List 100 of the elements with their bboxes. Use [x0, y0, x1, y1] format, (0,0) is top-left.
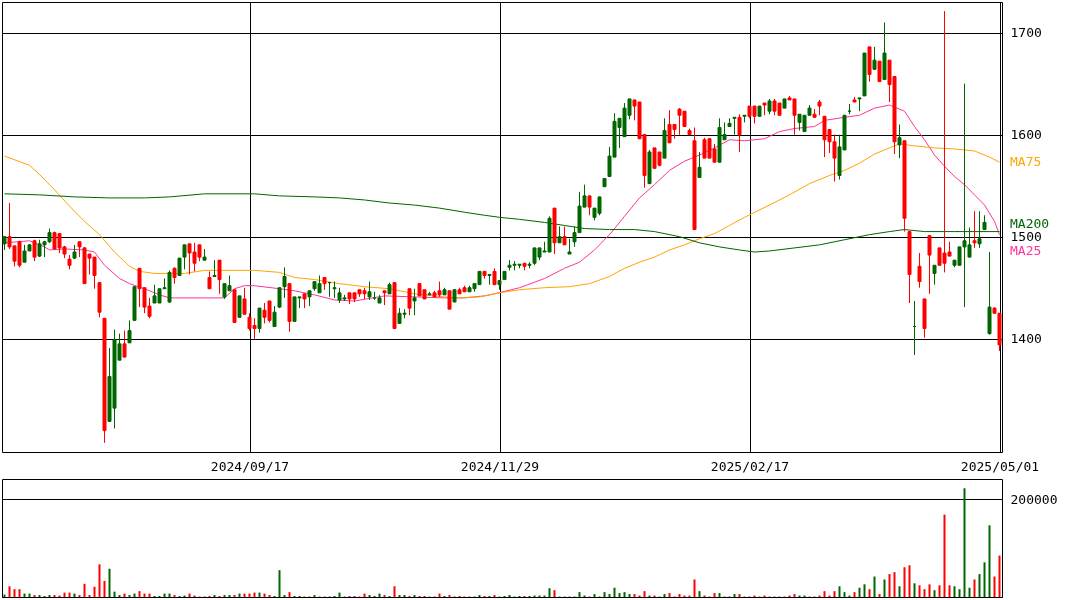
- candlestick: [407, 288, 412, 316]
- series-label: MA200: [1010, 215, 1050, 231]
- bar: [953, 586, 956, 597]
- y-tick-label: 200000: [1010, 491, 1058, 507]
- candlestick: [932, 264, 937, 286]
- candlestick: [587, 195, 592, 216]
- series-label: MA75: [1010, 154, 1042, 170]
- bar: [393, 586, 396, 597]
- bar: [138, 591, 141, 597]
- bar: [823, 591, 826, 597]
- bar: [918, 585, 921, 597]
- y-tick-label: 1400: [1010, 331, 1042, 347]
- bar: [698, 591, 701, 597]
- candlestick: [872, 46, 877, 70]
- bar: [858, 587, 861, 597]
- bar: [613, 587, 616, 597]
- bar: [988, 525, 991, 597]
- bar: [593, 594, 596, 597]
- bar: [8, 586, 11, 597]
- bar: [108, 568, 111, 597]
- bar: [993, 576, 996, 597]
- candlestick: [367, 281, 372, 301]
- bar: [553, 590, 556, 597]
- bar: [713, 593, 716, 597]
- bar: [938, 585, 941, 597]
- candlestick: [562, 225, 567, 246]
- bar: [913, 583, 916, 597]
- bar: [943, 514, 946, 597]
- bar: [928, 584, 931, 597]
- bar: [878, 594, 881, 597]
- y-tick-label: 1500: [1010, 229, 1042, 245]
- bar: [738, 594, 741, 597]
- x-tick-label: 2025/05/01: [960, 458, 1040, 474]
- bar: [998, 555, 1001, 597]
- bar: [13, 589, 16, 597]
- bar: [668, 593, 671, 597]
- bar: [893, 572, 896, 597]
- y-tick-label: 1700: [1010, 25, 1042, 41]
- candlestick: [242, 287, 247, 315]
- bar: [608, 594, 611, 597]
- candlestick: [737, 113, 742, 153]
- bar: [18, 589, 21, 597]
- candlestick: [212, 259, 217, 277]
- bar: [873, 576, 876, 597]
- x-tick-label: 2025/02/17: [710, 458, 790, 474]
- bar: [643, 591, 646, 597]
- bar: [623, 592, 626, 597]
- bar: [113, 591, 116, 597]
- bar: [908, 565, 911, 597]
- bar: [968, 587, 971, 597]
- bar: [868, 589, 871, 597]
- candlestick: [127, 319, 132, 344]
- bar: [633, 594, 636, 597]
- bar: [288, 592, 291, 597]
- bar: [578, 592, 581, 597]
- candlestick: [732, 116, 737, 136]
- bar: [83, 583, 86, 597]
- candlestick: [237, 295, 242, 318]
- bar: [733, 594, 736, 597]
- bar: [98, 564, 101, 597]
- bar: [963, 488, 966, 597]
- candlestick: [282, 266, 287, 299]
- bar: [853, 592, 856, 597]
- bar: [618, 593, 621, 597]
- bar: [718, 593, 721, 597]
- bar: [603, 592, 606, 597]
- bar: [793, 594, 796, 597]
- bar: [883, 579, 886, 597]
- candlestick: [972, 210, 977, 249]
- bar: [103, 580, 106, 597]
- bar: [933, 590, 936, 597]
- candlestick: [122, 330, 127, 358]
- bar: [903, 567, 906, 597]
- bar: [983, 562, 986, 597]
- x-tick-label: 2024/11/29: [460, 458, 540, 474]
- bar: [838, 586, 841, 597]
- candlestick: [977, 210, 982, 249]
- bar: [278, 570, 281, 597]
- bar: [958, 589, 961, 597]
- bar: [898, 586, 901, 597]
- y-tick-label: 1600: [1010, 127, 1042, 143]
- bar: [863, 584, 866, 597]
- bar: [678, 594, 681, 597]
- candlestick: [272, 305, 277, 327]
- bar: [693, 579, 696, 597]
- series-label: MA25: [1010, 242, 1042, 258]
- candlestick: [447, 290, 452, 310]
- bar: [923, 589, 926, 597]
- bar: [833, 591, 836, 597]
- candlestick: [897, 123, 902, 159]
- candlestick: [917, 252, 922, 289]
- bar: [548, 588, 551, 597]
- bar: [663, 594, 666, 597]
- bar: [888, 574, 891, 597]
- candlestick: [697, 151, 702, 179]
- candlestick: [217, 259, 222, 295]
- bar: [93, 586, 96, 597]
- candlestick: [877, 60, 882, 83]
- bar: [628, 594, 631, 597]
- bar: [973, 579, 976, 597]
